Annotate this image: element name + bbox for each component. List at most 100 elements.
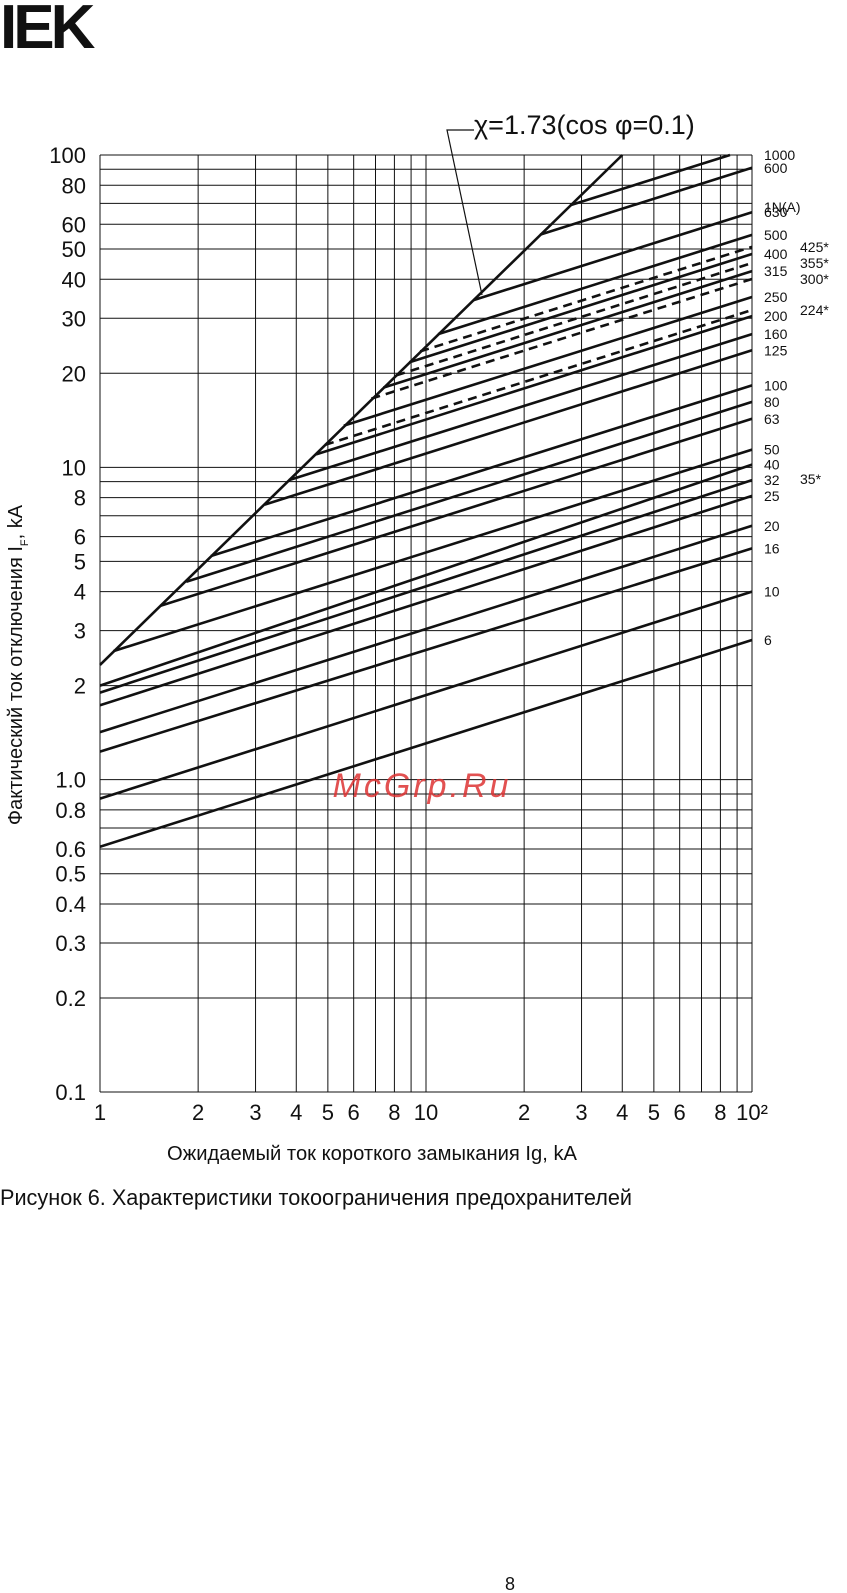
- y-axis-label: Фактический ток отключения IF, kA: [5, 504, 31, 825]
- y-tick-label: 80: [62, 173, 86, 198]
- series-label: 500: [764, 227, 788, 243]
- x-tick-label: 8: [388, 1100, 400, 1125]
- envelope-line: [99, 154, 624, 666]
- series-label: 160: [764, 326, 788, 342]
- note-label: 35*: [800, 471, 822, 487]
- x-tick-label: 4: [290, 1100, 302, 1125]
- y-tick-label: 0.6: [55, 837, 86, 862]
- fuse-line: [113, 448, 753, 653]
- y-tick-label: 10: [62, 455, 86, 480]
- page-number: 8: [505, 1574, 515, 1593]
- series-label: 200: [764, 308, 788, 324]
- y-tick-label: 40: [62, 267, 86, 292]
- watermark: McGrp.Ru: [333, 767, 512, 805]
- series-label: 600: [764, 160, 788, 176]
- series-label: 355*: [800, 255, 829, 271]
- series-label: 100: [764, 377, 788, 393]
- series-label: 400: [764, 246, 788, 262]
- series-label: 63: [764, 411, 780, 427]
- y-tick-label: 8: [74, 486, 86, 511]
- fuse-line: [324, 308, 753, 447]
- leader-line: [446, 129, 483, 296]
- y-tick-label: 20: [62, 361, 86, 386]
- y-tick-label: 0.3: [55, 931, 86, 956]
- y-tick-label: 2: [74, 674, 86, 699]
- fuse-line: [383, 269, 753, 389]
- y-tick-label: 0.5: [55, 862, 86, 887]
- fuse-line: [210, 384, 753, 558]
- series-label: 20: [764, 518, 780, 534]
- fuse-line: [185, 400, 753, 584]
- fuse-line: [99, 638, 753, 848]
- fuse-line: [343, 295, 753, 427]
- x-axis-label: Ожидаемый ток короткого замыкания Ig, kA: [167, 1143, 578, 1165]
- fuse-line: [99, 494, 753, 707]
- series-label: 425*: [800, 239, 829, 255]
- plot: 1 2 3 4 5 6 8 10 2 3 4 5 6 8 10²0.10.20.30.40.50.60.81…: [49, 143, 829, 1125]
- y-tick-label: 4: [74, 580, 86, 605]
- y-tick-label: 3: [74, 619, 86, 644]
- x-tick-label: 2: [518, 1100, 530, 1125]
- y-tick-label: 0.4: [55, 892, 86, 917]
- y-tick-label: 0.8: [55, 798, 86, 823]
- y-tick-label: 5: [74, 549, 86, 574]
- y-tick-label: 30: [62, 306, 86, 331]
- fuse-line: [288, 332, 753, 482]
- fuse-line: [99, 463, 753, 687]
- x-tick-label: 2: [192, 1100, 204, 1125]
- series-label: 315: [764, 263, 788, 279]
- fuse-line: [419, 245, 753, 353]
- y-tick-label: 100: [49, 143, 86, 168]
- series-label: 10: [764, 584, 780, 600]
- series-label: 1000: [764, 147, 795, 163]
- x-tick-label: 5: [648, 1100, 660, 1125]
- fuse-line: [99, 524, 753, 734]
- x-tick-label: 10: [414, 1100, 438, 1125]
- y-tick-label: 50: [62, 237, 86, 262]
- x-tick-label: 8: [714, 1100, 726, 1125]
- y-tick-label: 6: [74, 525, 86, 550]
- y-tick-label: 1.0: [55, 768, 86, 793]
- y-label-sub: F: [19, 539, 31, 546]
- series-label: 40: [764, 457, 780, 473]
- series-label: 50: [764, 442, 780, 458]
- fuse-line: [99, 547, 753, 753]
- series-label: 80: [764, 394, 780, 410]
- series-label: 250: [764, 289, 788, 305]
- fuse-line: [437, 233, 753, 336]
- y-tick-label: 0.2: [55, 986, 86, 1011]
- y-label-end: , kA: [5, 504, 27, 539]
- fuse-line: [409, 252, 753, 364]
- caption: Рисунок 6. Характеристики токоограничени…: [0, 1185, 632, 1210]
- fuse-line: [99, 478, 753, 694]
- y-tick-label: 60: [62, 212, 86, 237]
- fuse-line: [569, 153, 731, 207]
- annotation: χ=1.73(cos φ=0.1): [474, 110, 695, 140]
- series-label: 16: [764, 540, 780, 556]
- x-tick-label: 5: [322, 1100, 334, 1125]
- fuse-line: [473, 210, 753, 302]
- x-tick-label: 10²: [736, 1100, 768, 1125]
- y-label-main: Фактический ток отключения I: [5, 546, 27, 825]
- series-label: 25: [764, 488, 780, 504]
- x-tick-label: 3: [575, 1100, 587, 1125]
- x-tick-label: 4: [616, 1100, 628, 1125]
- label-header: 1N(A): [764, 199, 801, 215]
- x-tick-label: 1: [94, 1100, 106, 1125]
- fuse-line: [539, 166, 753, 236]
- fuse-line: [395, 261, 753, 377]
- series-label: 224*: [800, 302, 829, 318]
- fuse-line: [99, 590, 753, 800]
- fuse-line: [264, 349, 753, 506]
- fuse-line: [371, 277, 753, 400]
- fuse-line: [159, 417, 753, 608]
- fuse-line: [315, 314, 753, 456]
- x-tick-label: 6: [348, 1100, 360, 1125]
- series-label: 300*: [800, 271, 829, 287]
- x-tick-label: 6: [674, 1100, 686, 1125]
- series-label: 6: [764, 632, 772, 648]
- y-tick-label: 0.1: [55, 1080, 86, 1105]
- x-tick-label: 3: [249, 1100, 261, 1125]
- logo: IEK: [0, 0, 96, 62]
